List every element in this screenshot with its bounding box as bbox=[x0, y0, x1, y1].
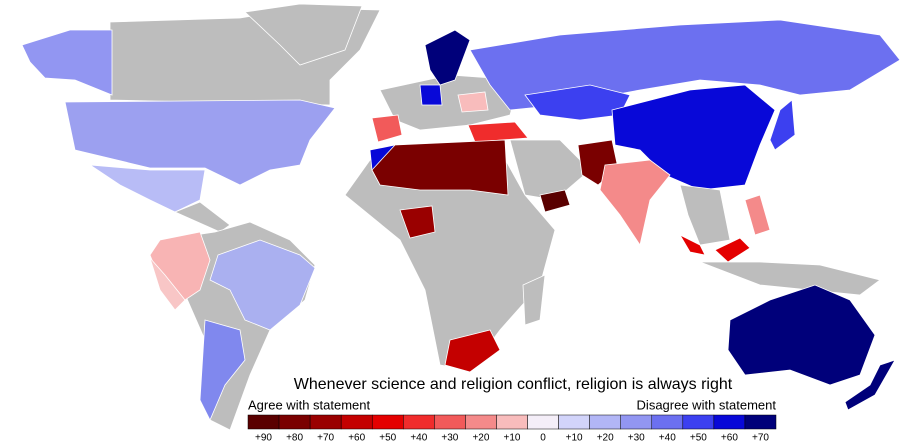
legend-tick-label: 0 bbox=[540, 433, 546, 444]
greenland bbox=[244, 3, 363, 66]
central-america bbox=[173, 201, 231, 233]
romania bbox=[457, 91, 489, 113]
brazil bbox=[209, 239, 316, 331]
legend-tick-label: +90 bbox=[255, 433, 272, 444]
legend-tick-label: +20 bbox=[597, 433, 614, 444]
middle-east bbox=[509, 139, 591, 201]
legend-tick-label: +40 bbox=[410, 433, 427, 444]
world-map bbox=[21, 3, 901, 431]
legend-swatch bbox=[744, 414, 777, 430]
map-title: Whenever science and religion conflict, … bbox=[294, 376, 733, 393]
nigeria bbox=[399, 205, 436, 239]
germany bbox=[419, 84, 443, 106]
india bbox=[599, 159, 671, 247]
legend-tick-label: +60 bbox=[348, 433, 365, 444]
legend-swatch bbox=[309, 414, 342, 430]
legend-swatch bbox=[465, 414, 497, 430]
legend-tick-label: +20 bbox=[472, 433, 489, 444]
legend-left-label: Agree with statement bbox=[248, 397, 371, 412]
madagascar bbox=[522, 274, 546, 326]
borneo bbox=[714, 237, 751, 263]
legend-swatch bbox=[371, 414, 404, 430]
indonesia bbox=[699, 261, 881, 296]
mexico bbox=[89, 164, 206, 213]
north-africa bbox=[371, 139, 509, 196]
legend-tick-label: +10 bbox=[566, 433, 583, 444]
south-africa bbox=[444, 329, 501, 373]
legend-swatch bbox=[589, 414, 621, 430]
legend-tick-label: +30 bbox=[628, 433, 645, 444]
malaysia bbox=[678, 234, 706, 256]
scandinavia bbox=[424, 29, 471, 86]
legend-swatch bbox=[651, 414, 684, 430]
legend-swatch bbox=[527, 414, 559, 430]
china bbox=[611, 84, 776, 191]
legend-swatch bbox=[713, 414, 746, 430]
legend-swatch bbox=[558, 414, 590, 430]
alaska bbox=[21, 29, 113, 96]
argentina bbox=[199, 319, 246, 421]
legend-swatch bbox=[434, 414, 466, 430]
japan bbox=[769, 99, 796, 151]
philippines bbox=[744, 194, 771, 236]
legend-swatch bbox=[403, 414, 435, 430]
legend-swatch bbox=[247, 414, 280, 430]
ecuador bbox=[149, 257, 186, 311]
yemen bbox=[539, 189, 571, 213]
legend-tick-label: +10 bbox=[504, 433, 521, 444]
southeast-asia bbox=[679, 184, 731, 246]
legend: +90 +80 +70 +60 +50 +40 +30 +20 +10 0 +10 +20 +30 +40… bbox=[247, 414, 777, 444]
legend-swatch bbox=[496, 414, 528, 430]
legend-swatch bbox=[620, 414, 653, 430]
spain bbox=[371, 114, 403, 143]
legend-swatch bbox=[682, 414, 715, 430]
legend-tick-label: +50 bbox=[690, 433, 707, 444]
legend-swatch bbox=[278, 414, 311, 430]
legend-tick-label: +70 bbox=[752, 433, 769, 444]
legend-right-label: Disagree with statement bbox=[637, 397, 777, 412]
legend-tick-label: +70 bbox=[317, 433, 334, 444]
usa bbox=[64, 99, 336, 186]
legend-tick-label: +60 bbox=[721, 433, 738, 444]
legend-tick-label: +40 bbox=[659, 433, 676, 444]
new-zealand bbox=[844, 359, 896, 411]
legend-tick-label: +50 bbox=[379, 433, 396, 444]
turkey bbox=[467, 121, 529, 143]
australia bbox=[727, 284, 876, 386]
legend-swatch bbox=[340, 414, 373, 430]
legend-tick-label: +80 bbox=[286, 433, 303, 444]
legend-tick-label: +30 bbox=[441, 433, 458, 444]
